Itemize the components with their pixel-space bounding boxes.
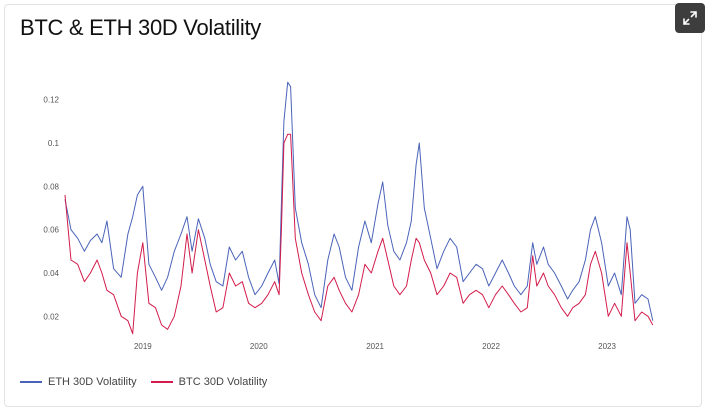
series-layer	[64, 81, 654, 335]
expand-button[interactable]	[675, 3, 705, 33]
y-tick-label: 0.04	[43, 269, 59, 278]
legend-label-btc: BTC 30D Volatility	[178, 376, 268, 388]
legend-item-btc[interactable]: BTC 30D Volatility	[150, 376, 268, 388]
legend-label-eth: ETH 30D Volatility	[48, 376, 137, 388]
y-tick-label: 0.06	[43, 226, 59, 235]
x-tick-label: 2021	[366, 342, 384, 351]
y-axis: 0.02 0.04 0.06 0.08 0.1 0.12	[43, 96, 59, 322]
eth-swatch	[20, 381, 42, 383]
y-tick-label: 0.12	[43, 96, 59, 105]
eth-volatility-line	[64, 81, 654, 321]
x-axis: 2019 2020 2021 2022 2023	[134, 342, 617, 351]
x-tick-label: 2023	[598, 342, 616, 351]
y-tick-label: 0.1	[48, 139, 60, 148]
x-tick-label: 2019	[134, 342, 152, 351]
btc-volatility-line	[64, 133, 654, 335]
chart-card	[4, 4, 702, 407]
btc-swatch	[150, 381, 173, 383]
legend-item-eth[interactable]: ETH 30D Volatility	[20, 376, 137, 388]
y-tick-label: 0.08	[43, 182, 59, 191]
expand-icon	[683, 11, 697, 25]
legend: ETH 30D Volatility BTC 30D Volatility	[20, 376, 281, 388]
y-tick-label: 0.02	[43, 312, 59, 321]
x-tick-label: 2022	[482, 342, 500, 351]
x-tick-label: 2020	[250, 342, 268, 351]
chart-title: BTC & ETH 30D Volatility	[20, 15, 261, 40]
